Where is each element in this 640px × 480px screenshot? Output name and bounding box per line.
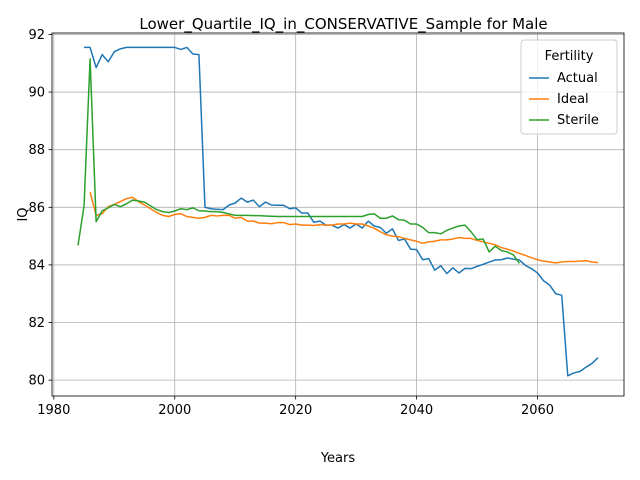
- y-tick-label: 92: [28, 28, 45, 43]
- chart-title: Lower_Quartile_IQ_in_CONSERVATIVE_Sample…: [139, 15, 547, 34]
- plot-frame: [51, 32, 625, 397]
- legend-label-actual: Actual: [557, 71, 598, 86]
- legend-box: [520, 39, 618, 135]
- x-tick-label: 2020: [279, 403, 312, 418]
- y-tick-label: 90: [28, 86, 45, 101]
- x-tick-label: 2000: [158, 403, 191, 418]
- y-tick-label: 80: [28, 374, 45, 389]
- series-line-ideal: [89, 192, 599, 264]
- series-line-sterile: [77, 58, 521, 264]
- y-tick-label: 86: [28, 201, 45, 216]
- y-axis: 80 82 84 86 88 90 92: [28, 28, 52, 389]
- x-axis-label: Years: [320, 451, 356, 466]
- y-axis-label: IQ: [16, 207, 31, 221]
- x-tick-label: 2060: [521, 403, 554, 418]
- legend-label-ideal: Ideal: [557, 92, 589, 107]
- legend: Fertility Actual Ideal Sterile: [520, 39, 618, 135]
- series-line-actual: [84, 46, 599, 377]
- x-axis: 1980 2000 2020 2040 2060: [37, 396, 554, 418]
- y-tick-label: 84: [28, 258, 45, 273]
- x-tick-label: 1980: [37, 403, 70, 418]
- legend-title: Fertility: [545, 49, 594, 64]
- y-tick-label: 88: [28, 143, 45, 158]
- legend-entries: Actual Ideal Sterile: [529, 71, 599, 128]
- x-tick-label: 2040: [400, 403, 433, 418]
- series-layer: [77, 46, 599, 377]
- y-tick-label: 82: [28, 316, 45, 331]
- legend-label-sterile: Sterile: [557, 113, 599, 128]
